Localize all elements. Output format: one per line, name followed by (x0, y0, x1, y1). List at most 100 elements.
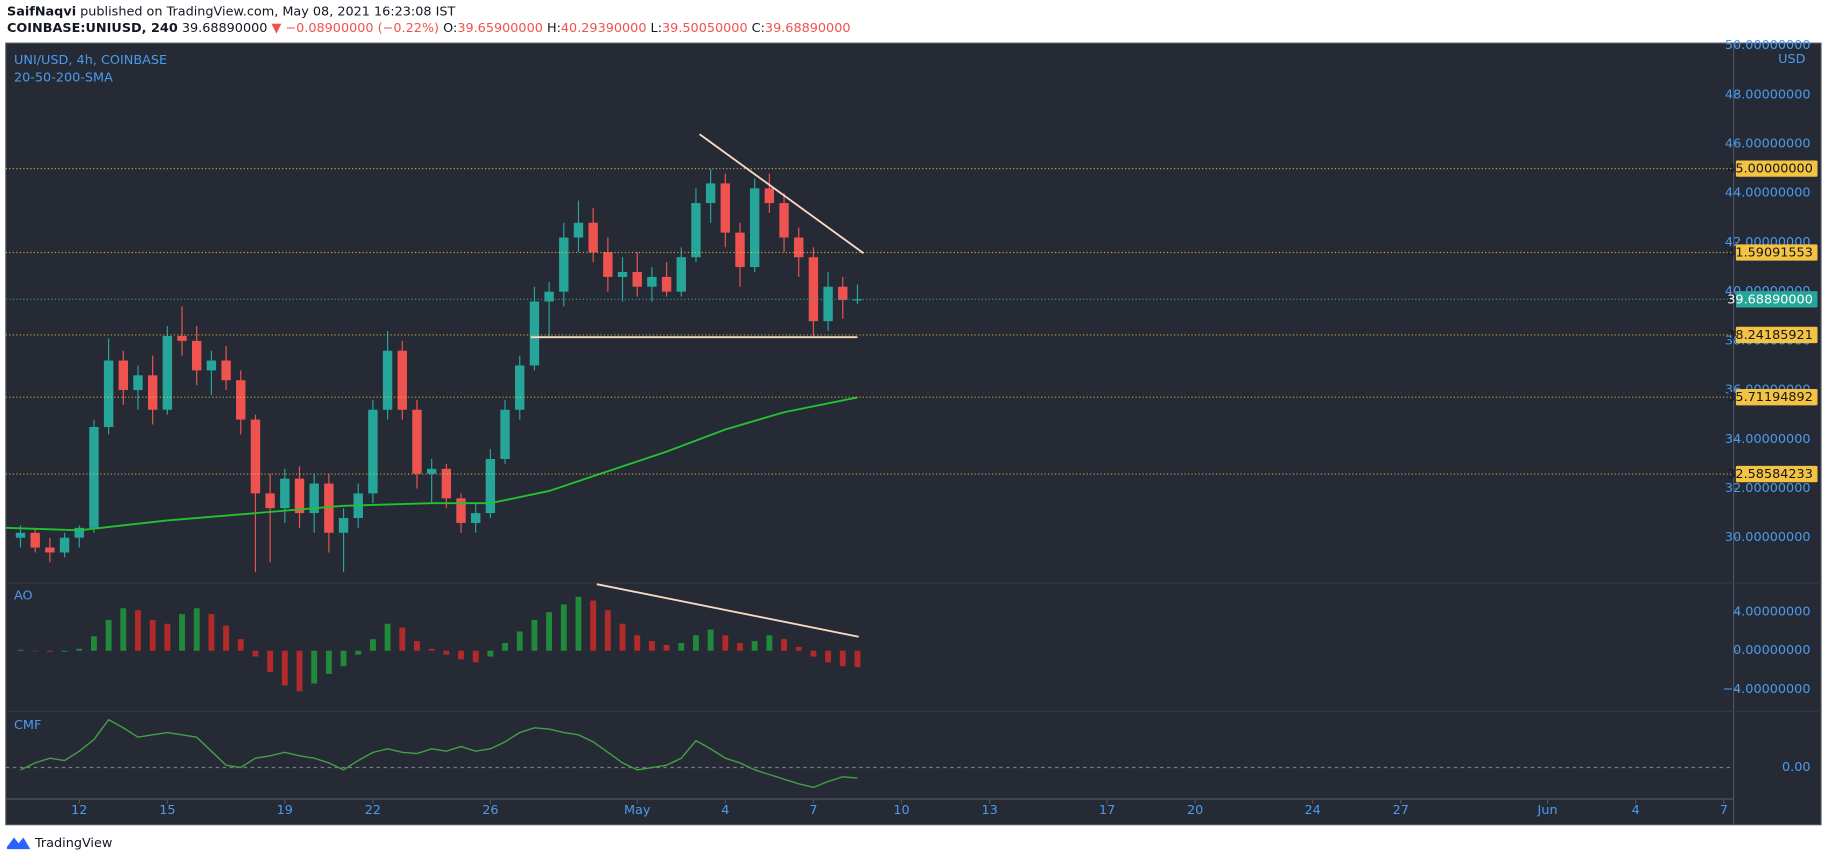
x-tick-label: 12 (71, 803, 87, 818)
cmf-line (20, 718, 858, 789)
y-tick-label: 0.00 (1782, 760, 1811, 775)
y-tick-label: 48.00000000 (1725, 87, 1811, 102)
ao-bar (17, 649, 24, 651)
candle-body (794, 237, 804, 258)
y-tick-label: 50.00000000 (1725, 38, 1811, 53)
ao-bar (369, 639, 376, 651)
ao-bar (487, 650, 494, 657)
ao-bar (648, 641, 655, 651)
ao-bar (707, 629, 714, 651)
x-tick-label: 15 (159, 803, 175, 818)
candle-body (368, 409, 378, 494)
ao-bar (428, 648, 435, 651)
l-value: 39.50050000 (662, 20, 748, 35)
candle-body (588, 222, 598, 253)
level-label-box (1735, 326, 1818, 344)
candle-body (544, 291, 554, 302)
candle-body (676, 257, 686, 292)
sma-line (5, 396, 858, 532)
ao-bar (619, 623, 626, 651)
ao-bar (693, 635, 699, 651)
ao-bar (399, 627, 406, 651)
candle-body (485, 458, 496, 514)
ao-bar (164, 623, 171, 651)
ao-bar (149, 619, 156, 651)
chart-background (5, 42, 1822, 826)
x-tick-label: 17 (1099, 803, 1115, 818)
last-price-box (1735, 291, 1818, 308)
ao-bar (443, 650, 450, 655)
brand: TradingView (34, 836, 112, 851)
ao-bar (252, 650, 259, 657)
ao-bar (105, 619, 112, 651)
candle-body (779, 203, 789, 238)
ao-bar (61, 650, 68, 652)
y-tick-label: 0.00000000 (1733, 643, 1810, 658)
ao-bar (311, 650, 318, 684)
candle-body (147, 375, 158, 410)
candle-body (280, 478, 290, 509)
x-tick-label: 24 (1304, 803, 1320, 818)
ao-bar (854, 650, 861, 668)
ao-bar (575, 596, 582, 651)
candle-body (441, 468, 452, 499)
ao-bar (355, 650, 362, 655)
indicator-label: AO (14, 589, 33, 604)
x-tick-label: 7 (1720, 803, 1728, 818)
ao-bar (325, 650, 332, 674)
candle-body (324, 483, 334, 533)
ao-bar (825, 650, 832, 663)
ao-bar (546, 612, 553, 651)
published: published on TradingView.com, May 08, 20… (80, 4, 455, 19)
level-label-box (1735, 160, 1818, 177)
h-value: 40.29390000 (561, 20, 647, 35)
ao-bar (663, 644, 670, 651)
candle-body (265, 493, 275, 509)
candle-body (500, 409, 510, 459)
ao-bar (604, 610, 611, 651)
x-tick-label: 4 (1632, 803, 1640, 818)
o-label: O: (443, 20, 457, 35)
candle-body (192, 340, 202, 371)
ao-bar (414, 641, 420, 651)
ao-bar (722, 635, 729, 651)
candle-body (720, 183, 731, 233)
x-tick-label: 26 (482, 803, 498, 818)
candle-body (632, 271, 642, 287)
candle-body (45, 547, 55, 553)
x-tick-label: 20 (1187, 803, 1203, 818)
ao-bar (223, 625, 230, 651)
ao-bar (384, 623, 391, 651)
x-tick-label: 19 (277, 803, 293, 818)
plot-area: 12 15 19 22 26 May 4 7 10 13 17 20 24 27 Jun 4 7 30.00000… (5, 38, 1818, 818)
logo-mark (6, 837, 31, 850)
publish-line: SaifNaqvi published on TradingView.com, … (7, 4, 456, 19)
level-label: 35.71194892 (1727, 390, 1813, 405)
y-tick-label: 44.00000000 (1725, 186, 1811, 201)
ao-bar (839, 650, 846, 667)
direction: ▼ (271, 20, 281, 35)
ao-bar (531, 619, 538, 651)
last: 39.68890000 (182, 20, 268, 35)
candle-body (309, 483, 319, 514)
candle-body (705, 183, 716, 204)
ao-bar (76, 648, 83, 651)
candle-body (118, 360, 128, 391)
ao-bar (267, 650, 274, 672)
y-tick-label: 4.00000000 (1733, 605, 1810, 620)
candle-body (617, 271, 628, 277)
y-tick-label: −4.00000000 (1722, 682, 1810, 697)
ao-bar (281, 650, 288, 686)
ao-bar (795, 646, 802, 651)
candle-body (294, 478, 305, 514)
candle-body (470, 513, 481, 523)
ao-bar (678, 643, 685, 651)
candle-body (177, 335, 187, 341)
ao-bar (193, 608, 200, 651)
indicator-label: 20-50-200-SMA (14, 71, 113, 86)
x-tick-label: 10 (893, 803, 909, 818)
x-tick-label: 13 (981, 803, 997, 818)
candle-body (515, 365, 525, 410)
candle-body (808, 257, 819, 322)
x-tick-label: 7 (809, 803, 817, 818)
